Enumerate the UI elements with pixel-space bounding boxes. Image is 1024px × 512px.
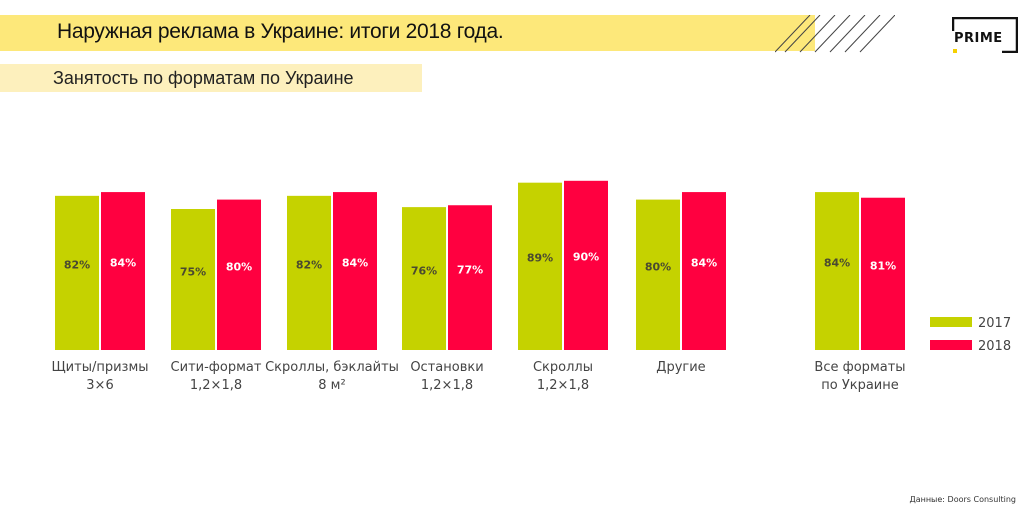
data-label: 76%: [411, 264, 437, 277]
category-label: 1,2×1,8: [190, 378, 242, 393]
bar-2017-3: [402, 207, 446, 350]
bar-2018-4: [564, 180, 608, 350]
category-label: Скроллы: [533, 360, 593, 375]
category-label: 3×6: [86, 378, 113, 393]
category-label: Остановки: [410, 360, 483, 375]
category-label: Все форматы: [814, 360, 905, 375]
prime-logo: [952, 17, 1018, 53]
bar-2017-5: [636, 199, 680, 350]
category-label: Сити-формат: [171, 360, 262, 375]
category-label: Скроллы, бэклайты: [265, 360, 399, 375]
legend-label: 2018: [978, 339, 1011, 354]
category-label: 8 м²: [318, 378, 345, 393]
subtitle-band: [0, 64, 422, 92]
data-label: 82%: [296, 258, 322, 271]
bar-2017-6: [815, 192, 859, 350]
data-label: 84%: [342, 256, 368, 269]
hatch-decoration: [775, 15, 895, 53]
bar-2018-3: [448, 205, 492, 350]
data-label: 84%: [110, 256, 136, 269]
bar-2017-0: [55, 195, 99, 350]
bar-2018-0: [101, 192, 145, 350]
bar-2018-5: [682, 192, 726, 350]
category-label: Другие: [656, 360, 705, 375]
data-label: 89%: [527, 251, 553, 264]
bar-2018-1: [217, 199, 261, 350]
category-label: Щиты/призмы: [51, 360, 148, 375]
bar-2017-4: [518, 182, 562, 350]
page-title: Наружная реклама в Украине: итоги 2018 г…: [57, 20, 504, 43]
data-label: 90%: [573, 250, 599, 263]
data-label: 80%: [645, 260, 671, 273]
data-label: 80%: [226, 260, 252, 273]
category-label: по Украине: [821, 378, 899, 393]
category-label: 1,2×1,8: [537, 378, 589, 393]
chart-subtitle: Занятость по форматам по Украине: [53, 68, 354, 88]
bar-2018-2: [333, 192, 377, 350]
legend-swatch-2018: [930, 340, 972, 350]
data-label: 84%: [824, 256, 850, 269]
data-label: 75%: [180, 265, 206, 278]
data-label: 77%: [457, 263, 483, 276]
logo-text: PRIME: [954, 31, 1003, 46]
source-note: Данные: Doors Consulting: [909, 495, 1016, 504]
legend-label: 2017: [978, 316, 1011, 331]
category-label: 1,2×1,8: [421, 378, 473, 393]
bar-2017-1: [171, 209, 215, 350]
data-label: 82%: [64, 258, 90, 271]
legend-swatch-2017: [930, 317, 972, 327]
bar-2017-2: [287, 195, 331, 350]
data-label: 81%: [870, 259, 896, 272]
bar-2018-6: [861, 197, 905, 350]
title-band: [0, 15, 815, 51]
data-label: 84%: [691, 256, 717, 269]
